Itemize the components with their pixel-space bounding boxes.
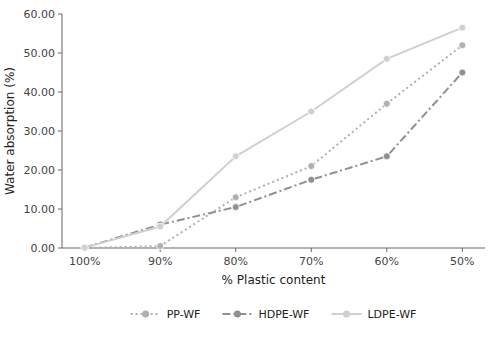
series-marker	[459, 69, 466, 76]
legend-marker	[234, 311, 241, 318]
legend-marker	[343, 311, 350, 318]
legend: PP-WF HDPE-WF LDPE-WF	[131, 308, 417, 321]
y-tick	[58, 14, 62, 15]
plot-area	[81, 24, 466, 251]
series-marker	[383, 100, 390, 107]
y-tick-label: 20.00	[24, 164, 56, 177]
series-marker	[157, 243, 164, 250]
x-tick-label: 90%	[148, 255, 172, 268]
chart: 100% 90% 80% 70% 60% 50% 0.00 10.00 20.00 30.00 40…	[0, 0, 500, 344]
y-tick-label: 30.00	[24, 125, 56, 138]
legend-label: HDPE-WF	[258, 308, 309, 321]
series-marker	[232, 153, 239, 160]
x-tick	[462, 248, 463, 252]
x-tick	[235, 248, 236, 252]
series-marker	[81, 245, 88, 252]
series-marker	[383, 153, 390, 160]
y-axis-label: Water absorption (%)	[3, 67, 17, 195]
series-marker	[157, 223, 164, 230]
x-tick-label: 80%	[224, 255, 248, 268]
y-tick-label: 10.00	[24, 203, 56, 216]
series-marker	[81, 244, 88, 251]
y-tick	[58, 131, 62, 132]
series-marker	[232, 194, 239, 201]
series-line	[85, 28, 463, 248]
y-tick-label: 50.00	[24, 47, 56, 60]
x-tick-label: 100%	[69, 255, 100, 268]
series-marker	[308, 176, 315, 183]
series-marker	[232, 204, 239, 211]
y-tick-label: 0.00	[31, 242, 56, 255]
x-tick-label: 60%	[375, 255, 399, 268]
series-marker	[81, 244, 88, 251]
legend-marker	[142, 311, 149, 318]
series-line	[85, 73, 463, 248]
legend-label: PP-WF	[167, 308, 201, 321]
x-tick	[311, 248, 312, 252]
series-marker	[459, 42, 466, 49]
x-tick	[386, 248, 387, 252]
x-tick-label: 70%	[299, 255, 323, 268]
y-tick	[58, 53, 62, 54]
y-tick	[58, 248, 62, 249]
legend-label: LDPE-WF	[367, 308, 416, 321]
y-tick	[58, 170, 62, 171]
y-tick	[58, 209, 62, 210]
series-line	[85, 45, 463, 248]
y-tick-label: 60.00	[24, 8, 56, 21]
y-tick	[58, 92, 62, 93]
series-marker	[383, 55, 390, 62]
series-marker	[459, 24, 466, 31]
series-marker	[308, 108, 315, 115]
y-tick-label: 40.00	[24, 86, 56, 99]
x-tick-label: 50%	[450, 255, 474, 268]
x-axis-label: % Plastic content	[222, 273, 326, 287]
series-marker	[308, 163, 315, 170]
